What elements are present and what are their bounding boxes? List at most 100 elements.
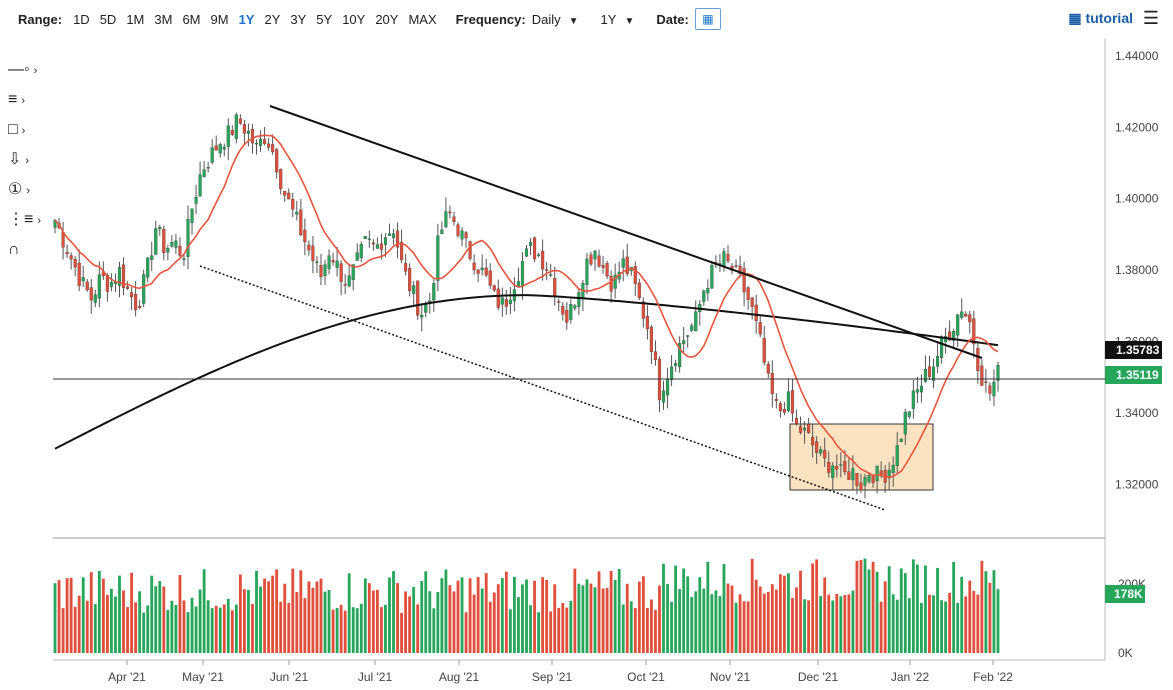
volume-bar	[799, 570, 802, 653]
volume-bar	[609, 570, 613, 653]
volume-bar	[517, 597, 520, 653]
candle-body	[416, 280, 420, 316]
period-select[interactable]: 1Y ▼	[601, 12, 635, 27]
volume-bar	[412, 587, 416, 653]
candle-body	[69, 255, 73, 260]
volume-bar	[468, 578, 472, 653]
x-tick-label: Jun '21	[270, 670, 309, 684]
volume-bar	[718, 596, 722, 653]
volume-bar	[625, 583, 629, 653]
volume-bar	[690, 596, 694, 653]
range-btn-2y[interactable]: 2Y	[264, 11, 281, 27]
volume-bar	[637, 581, 641, 653]
candle-body	[214, 145, 218, 151]
volume-bar	[234, 604, 238, 653]
candle-body	[109, 281, 113, 287]
volume-bar	[85, 600, 89, 653]
calendar-icon[interactable]: ▦	[694, 8, 721, 30]
candle-body	[823, 450, 827, 459]
candle-body	[649, 326, 653, 352]
volume-bar	[903, 573, 907, 653]
volume-bar	[895, 599, 899, 653]
candle-body	[440, 229, 444, 234]
volume-bar	[960, 576, 964, 653]
volume-bar	[508, 609, 512, 653]
range-btn-6m[interactable]: 6M	[182, 11, 201, 27]
candle-body	[279, 169, 283, 189]
volume-bar	[738, 594, 742, 653]
volume-bar	[371, 590, 375, 653]
range-btn-10y[interactable]: 10Y	[342, 11, 366, 27]
volume-bar	[65, 578, 69, 653]
candle-body	[315, 261, 319, 263]
price-tick-label: 1.34000	[1115, 406, 1159, 420]
ma-short-line	[54, 134, 999, 478]
candle-body	[851, 468, 855, 481]
range-btn-5y[interactable]: 5Y	[316, 11, 333, 27]
frequency-select[interactable]: Daily ▼	[532, 12, 579, 27]
candle-body	[940, 336, 944, 358]
candle-body	[480, 267, 484, 271]
volume-bar	[420, 581, 424, 653]
magnet-icon[interactable]: ∩	[8, 241, 20, 258]
volume-bar	[758, 586, 762, 653]
candle-body	[621, 258, 625, 268]
candle-body	[182, 258, 186, 261]
volume-bar	[601, 588, 605, 653]
candle-body	[130, 292, 134, 298]
tutorial-link[interactable]: ▦ tutorial	[1068, 10, 1133, 26]
menu-icon[interactable]: ☰	[1142, 8, 1159, 28]
volume-bar	[859, 559, 863, 653]
x-tick-label: Aug '21	[439, 670, 480, 684]
volume-bar	[226, 598, 230, 653]
candle-body	[125, 286, 130, 289]
rectangle-tool-icon[interactable]: □ ›	[8, 121, 26, 138]
volume-bar	[166, 609, 170, 653]
indicator-settings-icon[interactable]: ⋮≡ ›	[8, 211, 42, 228]
candle-body	[895, 445, 899, 466]
range-btn-1y[interactable]: 1Y	[238, 11, 255, 27]
volume-bar	[932, 595, 935, 653]
range-btn-max[interactable]: MAX	[408, 11, 437, 27]
range-btn-5d[interactable]: 5D	[99, 11, 117, 27]
range-btn-3y[interactable]: 3Y	[290, 11, 307, 27]
candle-body	[710, 265, 714, 289]
candle-body	[734, 265, 738, 267]
volume-bar	[750, 558, 754, 653]
numbered-marker-icon[interactable]: ① ›	[8, 181, 31, 198]
fib-levels-icon[interactable]: ≡ ›	[8, 91, 26, 108]
range-btn-9m[interactable]: 9M	[210, 11, 229, 27]
volume-bar	[754, 579, 758, 653]
candle-body	[782, 409, 786, 413]
candle-body	[375, 244, 379, 249]
candle-body	[85, 281, 89, 291]
range-btn-1d[interactable]: 1D	[73, 11, 90, 27]
range-btn-20y[interactable]: 20Y	[375, 11, 399, 27]
candle-body	[802, 427, 807, 431]
candle-body	[496, 288, 500, 308]
volume-bar	[867, 569, 871, 653]
range-btn-1m[interactable]: 1M	[126, 11, 145, 27]
volume-bar	[440, 578, 444, 653]
volume-bar	[287, 602, 291, 653]
volume-bar	[275, 569, 279, 653]
volume-bar	[629, 601, 633, 653]
candle-body	[754, 304, 758, 321]
candle-body	[412, 285, 416, 294]
volume-bar	[146, 605, 150, 653]
arrow-down-tool-icon[interactable]: ⇩ ›	[8, 151, 30, 168]
volume-tick-label: 0K	[1118, 646, 1133, 660]
volume-bar	[984, 571, 988, 653]
candle-body	[488, 270, 492, 286]
candle-body	[682, 340, 686, 344]
candle-body	[875, 465, 879, 481]
candle-body	[847, 471, 851, 480]
volume-bar	[150, 575, 154, 653]
candle-body	[267, 143, 271, 148]
crosshair-tool-icon[interactable]: —◦ ›	[8, 61, 38, 78]
candle-body	[919, 385, 923, 393]
candle-body	[331, 259, 335, 263]
candle-body	[790, 390, 795, 414]
range-btn-3m[interactable]: 3M	[154, 11, 173, 27]
